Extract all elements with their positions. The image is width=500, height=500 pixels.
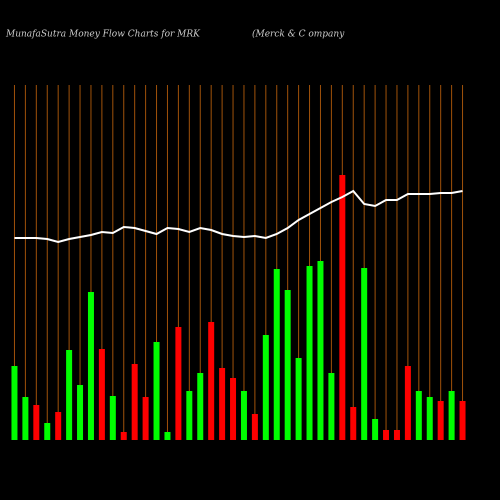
- bar: [437, 401, 444, 440]
- chart-subtitle: (Merck & C ompany: [252, 29, 345, 40]
- bar: [448, 391, 455, 440]
- bar: [273, 269, 280, 440]
- bar: [22, 397, 29, 440]
- bar: [153, 342, 160, 440]
- bar: [186, 391, 193, 440]
- bar: [142, 397, 149, 440]
- bar: [219, 368, 226, 440]
- bar: [44, 423, 51, 440]
- bar: [164, 432, 171, 440]
- bar: [295, 358, 302, 440]
- bar: [317, 261, 324, 440]
- money-flow-line: [14, 189, 463, 244]
- bar: [284, 290, 291, 440]
- bar: [459, 401, 466, 440]
- bar: [77, 385, 84, 440]
- bar: [415, 391, 422, 440]
- bar: [240, 391, 247, 440]
- bar: [426, 397, 433, 440]
- bar: [33, 405, 40, 440]
- bar: [120, 432, 127, 440]
- bar: [251, 414, 258, 440]
- bar: [383, 430, 390, 440]
- bar: [131, 364, 138, 440]
- bar: [87, 292, 94, 440]
- chart-title: MunafaSutra Money Flow Charts for MRK: [5, 30, 201, 40]
- bar: [98, 349, 105, 440]
- bar: [230, 378, 237, 440]
- bar: [109, 396, 116, 440]
- bar: [175, 327, 182, 440]
- bar: [393, 430, 400, 440]
- bar: [339, 175, 346, 440]
- bar: [361, 268, 368, 440]
- bar: [404, 366, 411, 440]
- bar: [262, 335, 269, 440]
- bar: [208, 322, 215, 440]
- bar: [372, 419, 379, 440]
- bar: [197, 373, 204, 440]
- bar: [328, 373, 335, 440]
- bar: [11, 366, 18, 440]
- bar: [55, 412, 62, 440]
- bar: [306, 266, 313, 440]
- bar: [350, 407, 357, 440]
- bar: [66, 350, 73, 440]
